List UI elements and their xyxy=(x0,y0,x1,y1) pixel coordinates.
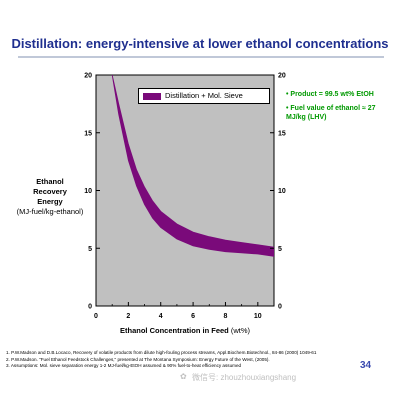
footnote-2: 2. P.W.Madson. "Fuel Ethanol Feedstock C… xyxy=(6,356,270,362)
y-tick-label-left: 20 xyxy=(84,73,92,80)
y-axis-label-line: Energy xyxy=(37,197,63,206)
y-tick-label-left: 10 xyxy=(84,188,92,195)
note-product: • Product = 99.5 wt% EtOH xyxy=(286,91,374,98)
y-axis-label-line: (MJ-fuel/kg-ethanol) xyxy=(16,207,84,216)
wechat-icon: ✿ xyxy=(180,372,187,381)
slide-title: Distillation: energy-intensive at lower … xyxy=(11,36,389,51)
y-tick-label-right: 20 xyxy=(278,73,286,80)
y-tick-label-right: 0 xyxy=(278,304,282,311)
x-tick-label: 4 xyxy=(159,313,163,320)
footnotes: 1. P.W.Madson and D.B.Locaco, Recovery o… xyxy=(6,350,336,370)
y-tick-label-right: 15 xyxy=(278,130,286,137)
series-band-distillation-mol-sieve xyxy=(111,75,274,257)
note-fuel-value: • Fuel value of ethanol ≈ 27 MJ/kg (LHV) xyxy=(286,105,376,121)
legend-label: Distillation + Mol. Sieve xyxy=(165,91,243,100)
x-axis-title: Ethanol Concentration in Feed (wt%) xyxy=(120,326,251,335)
y-tick-label-left: 0 xyxy=(88,304,92,311)
legend-swatch xyxy=(143,93,161,100)
x-tick-label: 0 xyxy=(94,313,98,320)
y-axis-label: Ethanol Recovery Energy (MJ-fuel/kg-etha… xyxy=(4,177,96,217)
plot-area xyxy=(95,74,275,307)
y-tick-label-left: 5 xyxy=(88,246,92,253)
chart-legend: Distillation + Mol. Sieve xyxy=(138,88,270,104)
x-tick-label: 10 xyxy=(254,313,262,320)
y-tick-label-left: 15 xyxy=(84,130,92,137)
x-tick-label: 2 xyxy=(126,313,130,320)
y-axis-label-line: Recovery xyxy=(33,187,67,196)
footnote-1: 1. P.W.Madson and D.B.Locaco, Recovery o… xyxy=(6,350,317,355)
y-axis-label-line: Ethanol xyxy=(36,177,64,186)
x-tick-label: 8 xyxy=(224,313,228,320)
x-tick-label: 6 xyxy=(191,313,195,320)
page-number: 34 xyxy=(360,360,372,371)
y-tick-label-right: 5 xyxy=(278,246,282,253)
watermark: 微信号: zhouzhouxiangshang xyxy=(192,373,297,382)
footnote-3: 3. Assumptions: Mol. sieve separation en… xyxy=(6,363,242,368)
chart-notes: • Product = 99.5 wt% EtOH • Fuel value o… xyxy=(286,90,386,127)
title-divider xyxy=(18,56,384,58)
y-tick-label-right: 10 xyxy=(278,188,286,195)
